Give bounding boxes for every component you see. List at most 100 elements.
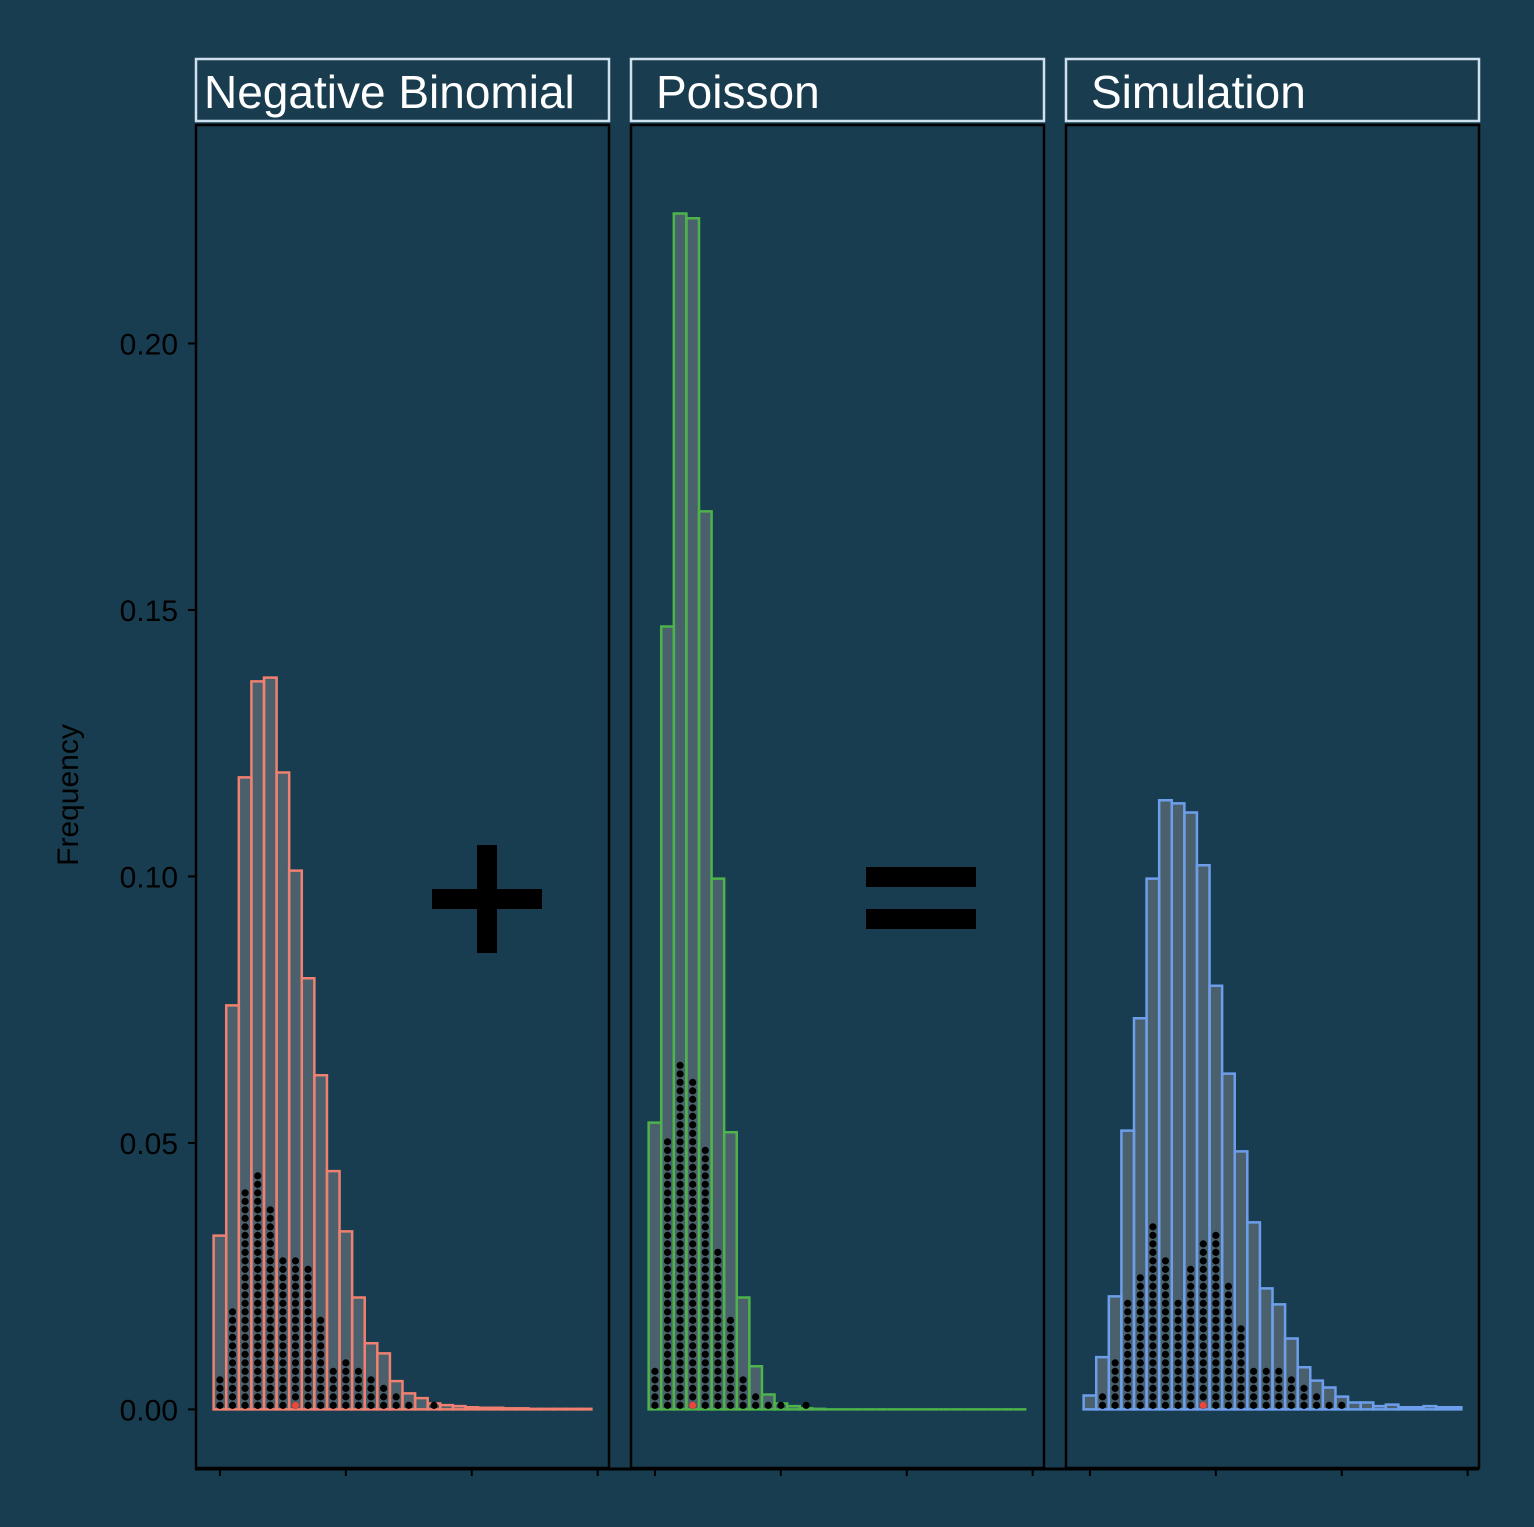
dot: [714, 1350, 722, 1358]
dot-stack: [1199, 1240, 1207, 1409]
dot: [714, 1265, 722, 1273]
dot: [689, 1189, 697, 1197]
dot: [1287, 1393, 1295, 1401]
dot: [1161, 1291, 1170, 1299]
dot: [241, 1359, 249, 1367]
dot: [1149, 1367, 1157, 1375]
dot: [676, 1129, 684, 1137]
dot: [304, 1401, 312, 1409]
dot: [241, 1393, 249, 1401]
dot: [676, 1061, 684, 1069]
dot: [726, 1316, 735, 1324]
dot-stack: [304, 1265, 312, 1409]
dot: [304, 1299, 312, 1307]
dot: [254, 1299, 262, 1307]
dot: [1275, 1393, 1283, 1401]
dot: [1212, 1325, 1220, 1333]
dot: [317, 1359, 325, 1367]
dot: [1149, 1223, 1157, 1231]
dot: [1212, 1308, 1220, 1316]
dot: [1199, 1299, 1207, 1307]
histogram-bar: [451, 1404, 467, 1411]
dot: [266, 1291, 274, 1299]
dot: [266, 1223, 274, 1231]
dot: [1287, 1384, 1295, 1392]
histogram-bar: [262, 676, 278, 1411]
dot-stack: [1262, 1367, 1270, 1409]
dot: [254, 1197, 262, 1205]
facet-title: Poisson: [656, 66, 820, 118]
dot: [1187, 1282, 1195, 1290]
dot: [676, 1248, 684, 1256]
dot: [663, 1384, 672, 1392]
dot: [317, 1376, 325, 1384]
dot: [1161, 1384, 1170, 1392]
dot: [764, 1401, 772, 1409]
dot: [1111, 1401, 1119, 1409]
dot: [254, 1282, 262, 1290]
dot: [1237, 1376, 1245, 1384]
dot: [689, 1342, 697, 1350]
dot: [714, 1401, 722, 1409]
dot-stack: [354, 1367, 363, 1409]
dot: [701, 1265, 709, 1273]
histogram-bar: [1434, 1406, 1451, 1411]
dot: [228, 1342, 237, 1350]
dot: [279, 1282, 287, 1290]
dot: [1262, 1376, 1270, 1384]
dot: [1237, 1393, 1245, 1401]
dot-stack: [726, 1316, 735, 1409]
dot: [1111, 1376, 1119, 1384]
dot: [216, 1376, 224, 1384]
dot: [241, 1367, 249, 1375]
histogram-bar: [1157, 798, 1174, 1411]
dot: [1124, 1367, 1132, 1375]
histogram-bar: [1120, 1129, 1136, 1411]
dot: [1187, 1393, 1195, 1401]
dot-stack: [663, 1138, 672, 1409]
dot: [701, 1376, 709, 1384]
dot: [291, 1325, 300, 1333]
dot: [689, 1316, 697, 1324]
histogram-bar: [1220, 1072, 1236, 1411]
dot: [1124, 1401, 1132, 1409]
dot: [1262, 1384, 1270, 1392]
histogram-bar: [1283, 1337, 1299, 1411]
dot: [279, 1393, 287, 1401]
dot: [663, 1197, 672, 1205]
dot: [1161, 1342, 1170, 1350]
dot: [1287, 1401, 1295, 1409]
dot: [1149, 1282, 1157, 1290]
dot: [1149, 1384, 1157, 1392]
dot: [714, 1299, 722, 1307]
dot: [1149, 1316, 1157, 1324]
dot: [266, 1359, 274, 1367]
dot: [701, 1206, 709, 1214]
dot: [279, 1274, 287, 1282]
dot: [1224, 1325, 1233, 1333]
histogram-bar: [464, 1406, 480, 1411]
dot: [266, 1333, 274, 1341]
dot: [1199, 1308, 1207, 1316]
dot: [254, 1265, 262, 1273]
dot: [714, 1367, 722, 1375]
dot: [676, 1376, 684, 1384]
y-tick-label: 0.05: [120, 1128, 178, 1161]
dot: [676, 1087, 684, 1095]
dot: [1149, 1257, 1157, 1265]
dot: [1136, 1350, 1144, 1358]
histogram-bar: [1107, 1295, 1123, 1411]
dot: [266, 1274, 274, 1282]
dot: [254, 1214, 262, 1222]
dot: [317, 1342, 325, 1350]
dot: [676, 1325, 684, 1333]
dot: [1187, 1325, 1195, 1333]
dot: [701, 1223, 709, 1231]
dot: [701, 1333, 709, 1341]
histogram-bar: [735, 1296, 751, 1411]
dot: [317, 1393, 325, 1401]
dot: [651, 1367, 659, 1375]
dot: [266, 1325, 274, 1333]
dot: [714, 1291, 722, 1299]
